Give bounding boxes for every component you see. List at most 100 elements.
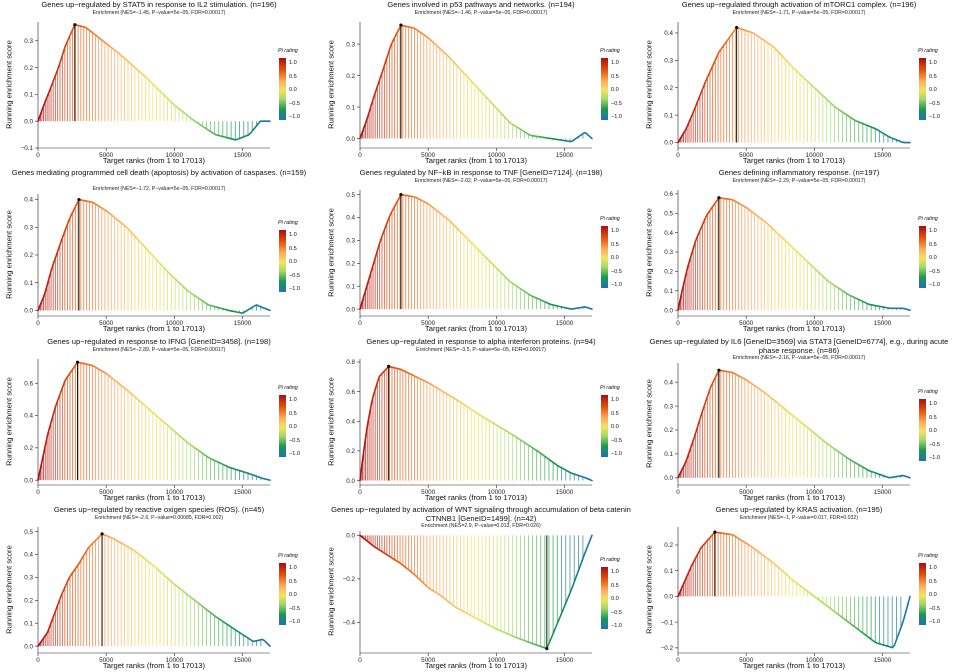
- enrichment-curve-segment: [379, 75, 381, 81]
- gsea-panel: Genes defining inflammatory response. (n…: [640, 168, 955, 335]
- y-tick-label: 0.2: [346, 73, 355, 80]
- enrichment-curve-segment: [55, 606, 57, 611]
- y-tick-label: −0.4: [343, 620, 356, 627]
- x-tick-label: 15000: [874, 657, 892, 664]
- legend-label: 0.5: [611, 242, 619, 248]
- legend-label: −0.5: [929, 606, 940, 612]
- legend-label: 1.0: [289, 232, 297, 238]
- y-tick-label: 0.0: [346, 306, 355, 313]
- y-tick-label: 0.0: [664, 594, 673, 601]
- enrichment-curve-segment: [584, 550, 586, 555]
- legend-colorbar: [919, 399, 926, 461]
- legend-label: 1.0: [289, 60, 297, 66]
- x-tick-label: 0: [358, 489, 362, 496]
- enrichment-curve-segment: [57, 396, 59, 401]
- legend-label: 0.0: [611, 87, 619, 93]
- legend-label: 0.0: [611, 424, 619, 430]
- x-tick-label: 5000: [421, 489, 436, 496]
- y-tick-label: 0.6: [24, 380, 33, 387]
- enrichment-curve-segment: [699, 415, 701, 421]
- legend-label: 0.0: [929, 428, 937, 434]
- legend-label: 0.0: [289, 259, 297, 265]
- x-tick-label: 10000: [166, 320, 184, 327]
- enrichment-curve-segment: [387, 51, 389, 57]
- y-tick-label: 0.1: [24, 92, 33, 99]
- x-tick-label: 0: [36, 657, 40, 664]
- enrichment-curve-segment: [904, 611, 906, 618]
- legend-label: −0.5: [611, 438, 622, 444]
- x-tick-label: 15000: [874, 320, 892, 327]
- y-tick-label: 0.2: [664, 269, 673, 276]
- legend-label: 1.0: [929, 228, 937, 234]
- enrichment-curve-segment: [705, 398, 707, 404]
- enrichment-curve-segment: [908, 596, 910, 603]
- y-tick-label: 0.3: [24, 575, 33, 582]
- legend-label: −0.5: [289, 273, 300, 279]
- x-tick-label: 5000: [739, 152, 754, 159]
- legend-label: 1.0: [289, 397, 297, 403]
- y-tick-label: 0.1: [664, 451, 673, 458]
- legend-title: Pi rating: [600, 385, 620, 391]
- x-tick-label: 15000: [556, 657, 574, 664]
- legend-title: Pi rating: [600, 48, 620, 54]
- enrichment-curve-segment: [377, 244, 379, 250]
- y-tick-label: 0.0: [346, 478, 355, 485]
- enrichment-curve-segment: [377, 377, 379, 383]
- legend-title: Pi rating: [918, 389, 938, 395]
- gsea-panel: Genes up−regulated in response to alpha …: [322, 337, 640, 504]
- enrichment-curve-segment: [65, 225, 67, 230]
- y-tick-label: 0.3: [346, 238, 355, 245]
- y-tick-label: 0.3: [346, 41, 355, 48]
- enrichment-curve-segment: [709, 387, 711, 393]
- enrichment-curve-segment: [379, 238, 381, 244]
- legend-title: Pi rating: [278, 220, 298, 226]
- x-tick-label: 5000: [99, 489, 114, 496]
- x-tick-label: 0: [36, 489, 40, 496]
- y-tick-label: 0.5: [346, 192, 355, 199]
- legend-label: 1.0: [611, 397, 619, 403]
- y-tick-label: −0.1: [21, 145, 34, 152]
- y-tick-label: 0.2: [24, 252, 33, 259]
- legend-label: 0.0: [611, 596, 619, 602]
- gsea-panel: Genes regulated by NF−kB in response to …: [322, 168, 640, 335]
- x-tick-label: 5000: [99, 320, 114, 327]
- gsea-panel: Genes up−regulated by activation of WNT …: [322, 505, 640, 672]
- y-tick-label: 0.3: [24, 38, 33, 45]
- x-tick-label: 10000: [166, 152, 184, 159]
- x-tick-label: 0: [358, 657, 362, 664]
- legend-label: −1.0: [929, 282, 940, 288]
- peak-point: [77, 198, 80, 201]
- legend-label: 1.0: [611, 569, 619, 575]
- x-tick-label: 5000: [421, 320, 436, 327]
- legend-label: 0.5: [929, 415, 937, 421]
- x-tick-label: 0: [36, 152, 40, 159]
- x-tick-label: 15000: [234, 657, 252, 664]
- y-tick-label: 0.4: [24, 552, 33, 559]
- y-tick-label: 0.3: [664, 403, 673, 410]
- peak-point: [545, 647, 548, 650]
- gsea-panel: Genes involved in p53 pathways and netwo…: [322, 0, 640, 167]
- y-tick-label: 0.4: [664, 230, 673, 237]
- peak-point: [100, 532, 103, 535]
- legend-label: −0.5: [289, 101, 300, 107]
- y-tick-label: 0.0: [346, 533, 355, 540]
- x-tick-label: 15000: [874, 489, 892, 496]
- legend-label: 0.0: [289, 87, 297, 93]
- gsea-panel: Genes up−regulated by reactive oxigen sp…: [0, 505, 318, 672]
- legend-label: 0.0: [929, 592, 937, 598]
- y-tick-label: 0.4: [24, 197, 33, 204]
- x-tick-label: 15000: [556, 489, 574, 496]
- y-tick-label: 0.2: [664, 427, 673, 434]
- y-tick-label: −0.1: [661, 619, 674, 626]
- x-tick-label: 5000: [99, 657, 114, 664]
- y-tick-label: 0.1: [24, 280, 33, 287]
- y-tick-label: 0.3: [24, 224, 33, 231]
- enrichment-curve-segment: [55, 252, 57, 258]
